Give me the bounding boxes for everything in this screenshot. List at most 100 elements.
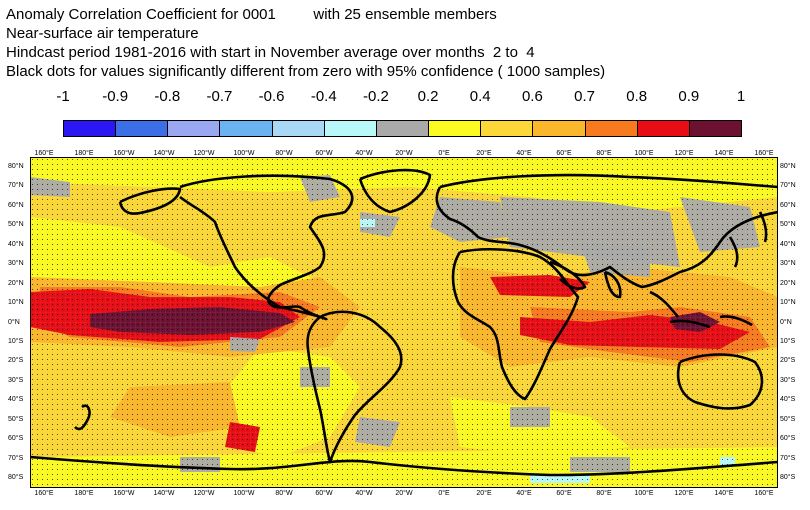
colorbar-swatch [167, 120, 221, 137]
australia-coast [676, 353, 764, 410]
lat-tick-label: 20°S [780, 357, 796, 365]
lat-tick-label: 60°S [8, 435, 24, 443]
colorbar-swatch [688, 120, 742, 137]
title-line-1: Anomaly Correlation Coefficient for 0001… [6, 6, 497, 23]
lon-tick-label: 60°W [315, 150, 333, 157]
map-border [30, 157, 778, 488]
lon-tick-label: 80°E [596, 150, 612, 157]
lat-tick-label: 40°S [780, 396, 796, 404]
lat-tick-label: 30°S [8, 376, 24, 384]
lat-tick-label: 20°S [8, 357, 24, 365]
lon-tick-label: 20°W [395, 150, 413, 157]
colorbar-label: -0.4 [310, 88, 337, 105]
lon-tick-label: 100°E [634, 490, 654, 497]
lat-tick-label: 30°S [780, 376, 796, 384]
colorbar-label: 0.9 [678, 88, 700, 105]
lat-tick-label: 80°N [8, 163, 24, 170]
arabia-india-coast [549, 260, 622, 299]
lon-tick-label: 20°E [476, 150, 492, 157]
lat-tick-label: 50°N [780, 221, 796, 229]
lon-tick-label: 60°E [556, 150, 572, 157]
lat-tick-label: 40°N [780, 240, 796, 248]
significance-dots [30, 157, 778, 488]
colorbar-label: -0.7 [206, 88, 233, 105]
north-america-coast [179, 174, 354, 321]
lat-tick-label: 30°N [780, 260, 796, 268]
lat-tick-label: 50°N [8, 221, 24, 229]
south-america-coast [306, 310, 403, 464]
lat-tick-label: 10°N [780, 299, 796, 307]
lon-tick-label: 160°E [754, 150, 774, 157]
colorbar-swatch [532, 120, 586, 137]
maritime-continent-coast [649, 290, 753, 329]
lat-tick-label: 30°N [8, 260, 24, 268]
lon-tick-label: 0°E [438, 150, 450, 157]
lat-tick-label: 70°S [780, 454, 796, 462]
eurasia-coast [435, 173, 778, 289]
lat-tick-label: 70°N [8, 182, 24, 190]
lon-tick-label: 140°W [153, 490, 175, 497]
title-line-4: Black dots for values significantly diff… [6, 63, 606, 80]
lon-tick-label: 120°W [193, 150, 215, 157]
lat-tick-label: 40°N [8, 240, 24, 248]
lon-tick-label: 80°W [275, 490, 293, 497]
lat-tick-label: 10°N [8, 299, 24, 307]
lon-tick-label: 20°E [476, 490, 492, 497]
lon-tick-label: 40°E [516, 150, 532, 157]
lat-tick-label: 20°N [780, 279, 796, 287]
colorbar-swatch [584, 120, 638, 137]
lon-tick-label: 140°E [714, 490, 734, 497]
correlation-map [30, 157, 778, 488]
greenland-coast [358, 168, 432, 214]
lat-tick-label: 40°S [8, 396, 24, 404]
lon-tick-label: 160°E [34, 150, 54, 157]
colorbar-label: -1 [56, 88, 70, 105]
title-line-2: Near-surface air temperature [6, 25, 199, 42]
colorbar-swatch [271, 120, 325, 137]
lat-tick-label: 80°S [8, 474, 24, 481]
lon-tick-label: 140°E [714, 150, 734, 157]
lon-tick-label: 140°W [153, 150, 175, 157]
lon-tick-label: 120°W [193, 490, 215, 497]
colorbar-swatch [219, 120, 273, 137]
colorbar-label: 0.7 [574, 88, 595, 105]
lat-tick-label: 70°S [8, 454, 24, 462]
new-zealand-coast [74, 404, 91, 431]
colorbar-swatch [480, 120, 534, 137]
lon-tick-label: 160°E [754, 490, 774, 497]
colorbar-label: 0.6 [521, 88, 543, 105]
lat-tick-label: 10°S [780, 337, 796, 345]
lat-tick-label: 80°N [780, 163, 796, 170]
antarctica-coast [30, 455, 778, 477]
colorbar-swatch [115, 120, 169, 137]
colorbar-swatch [323, 120, 377, 137]
colorbar-swatch [63, 120, 117, 137]
lat-tick-label: 50°S [8, 415, 24, 423]
colorbar-swatch [375, 120, 430, 137]
lat-tick-label: 80°S [780, 474, 796, 481]
lat-tick-label: 0°N [780, 318, 792, 326]
lon-tick-label: 180°E [74, 490, 94, 497]
colorbar-label: 1 [736, 88, 746, 105]
lat-tick-label: 60°S [780, 435, 796, 443]
lon-tick-label: 20°W [395, 490, 413, 497]
colorbar-swatch [636, 120, 690, 137]
lon-tick-label: 40°W [355, 490, 373, 497]
lat-tick-label: 50°S [780, 415, 796, 423]
lon-tick-label: 100°W [233, 490, 255, 497]
colorbar-label: 0.8 [626, 88, 648, 105]
japan-coast [728, 211, 768, 268]
lat-tick-label: 20°N [8, 279, 24, 287]
colorbar-label: -0.9 [102, 88, 129, 105]
alaska-coast [118, 187, 182, 215]
colorbar-swatch [428, 120, 482, 137]
lat-tick-label: 70°N [780, 182, 796, 190]
lon-tick-label: 40°E [516, 490, 532, 497]
lat-tick-label: 60°N [780, 201, 796, 209]
lon-tick-label: 60°E [556, 490, 572, 497]
lon-tick-label: 80°E [596, 490, 612, 497]
lon-tick-label: 120°E [674, 490, 694, 497]
coastlines [30, 168, 778, 477]
title-line-3: Hindcast period 1981-2016 with start in … [6, 44, 535, 61]
lon-tick-label: 160°E [34, 490, 54, 497]
